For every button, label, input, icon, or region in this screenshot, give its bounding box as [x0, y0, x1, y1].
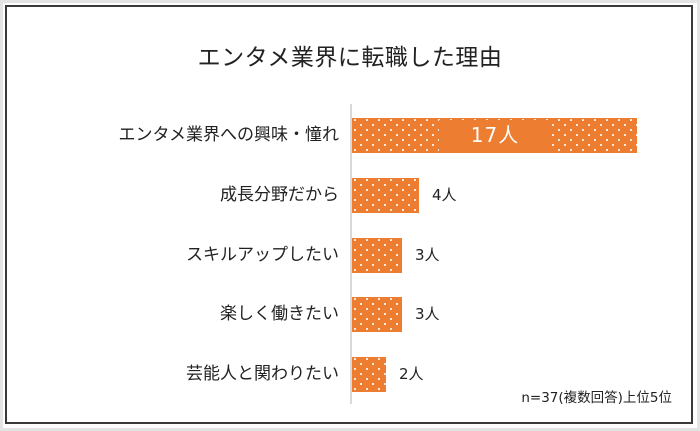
- bar: [352, 238, 402, 273]
- value-label: 3人: [415, 246, 440, 264]
- bar: [352, 357, 386, 392]
- bar-row: 芸能人と関わりたい 2人: [0, 357, 700, 392]
- bar-row: 成長分野だから 4人: [0, 178, 700, 213]
- value-label: 4人: [432, 186, 457, 204]
- y-axis-line: [350, 104, 352, 404]
- category-label: 楽しく働きたい: [220, 304, 339, 324]
- bar: [352, 297, 402, 332]
- category-label: 成長分野だから: [220, 185, 339, 205]
- bar: [352, 178, 419, 213]
- category-label: スキルアップしたい: [186, 245, 339, 265]
- value-label: 2人: [399, 365, 424, 383]
- value-label: 17人: [439, 120, 551, 151]
- value-label: 3人: [415, 305, 440, 323]
- chart-title: エンタメ業界に転職した理由: [197, 45, 503, 71]
- category-label: 芸能人と関わりたい: [186, 364, 339, 384]
- bar-row: エンタメ業界への興味・憧れ 17人: [0, 118, 700, 153]
- sample-note: n=37(複数回答)上位5位: [521, 390, 672, 406]
- category-label: エンタメ業界への興味・憧れ: [118, 125, 340, 145]
- bar-row: 楽しく働きたい 3人: [0, 297, 700, 332]
- bar-row: スキルアップしたい 3人: [0, 238, 700, 273]
- chart-border: [5, 5, 693, 424]
